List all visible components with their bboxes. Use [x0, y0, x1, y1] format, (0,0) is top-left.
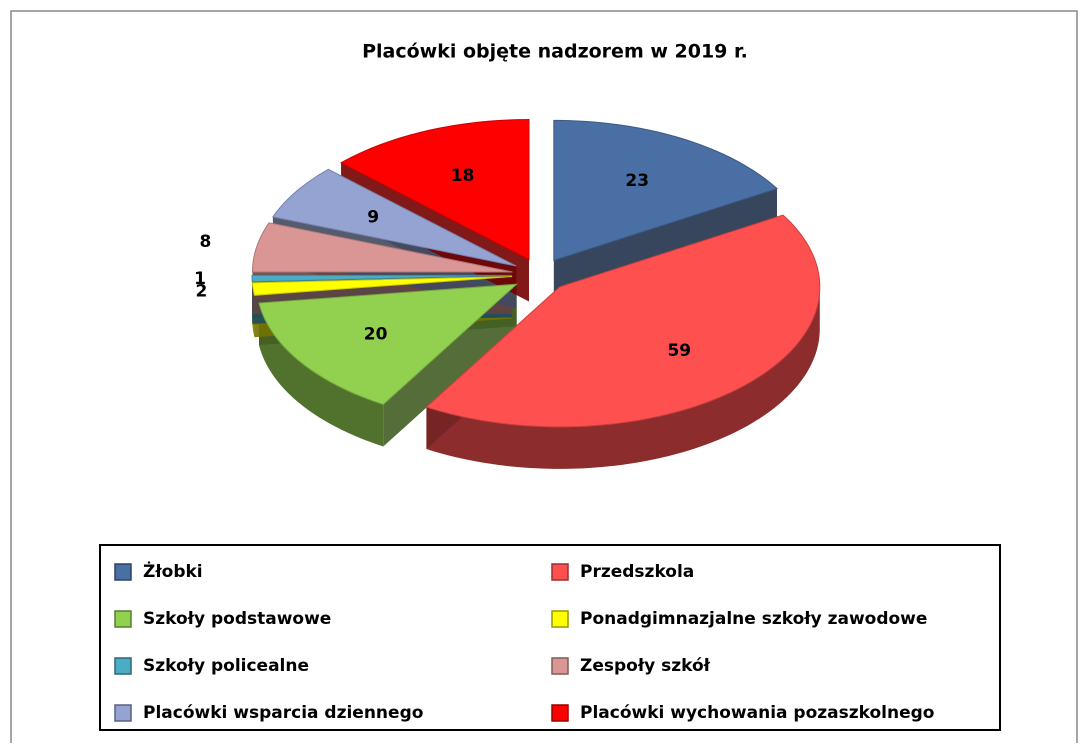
legend-label: Przedszkola — [580, 562, 694, 582]
legend-swatch — [115, 564, 131, 580]
legend-swatch — [552, 611, 568, 627]
legend-label: Placówki wychowania pozaszkolnego — [580, 703, 934, 723]
legend-swatch — [552, 658, 568, 674]
legend-label: Ponadgimnazjalne szkoły zawodowe — [580, 609, 927, 629]
data-label: 59 — [667, 341, 691, 361]
data-label: 23 — [625, 171, 649, 191]
legend-swatch — [115, 705, 131, 721]
legend-swatch — [115, 611, 131, 627]
legend-label: Zespoły szkół — [580, 656, 711, 676]
legend-label: Żłobki — [143, 560, 203, 582]
legend-label: Szkoły podstawowe — [143, 609, 331, 629]
chart-title: Placówki objęte nadzorem w 2019 r. — [362, 41, 748, 63]
data-label: 8 — [200, 232, 212, 252]
data-label: 20 — [364, 324, 388, 344]
legend-label: Placówki wsparcia dziennego — [143, 703, 423, 723]
legend-swatch — [552, 705, 568, 721]
legend-label: Szkoły policealne — [143, 656, 309, 676]
data-label: 18 — [451, 166, 475, 186]
legend-swatch — [115, 658, 131, 674]
data-label: 1 — [194, 269, 206, 289]
legend-swatch — [552, 564, 568, 580]
data-label: 9 — [367, 208, 379, 228]
